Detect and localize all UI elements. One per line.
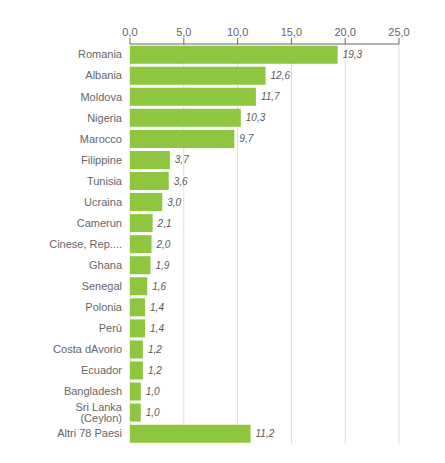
svg-text:Cinese, Rep....: Cinese, Rep.... [49,238,122,250]
svg-text:0,0: 0,0 [122,26,137,38]
svg-text:19,3: 19,3 [343,49,363,60]
svg-text:1,4: 1,4 [150,302,164,313]
svg-text:11,2: 11,2 [256,428,275,439]
svg-text:11,7: 11,7 [261,91,280,102]
svg-text:Polonia: Polonia [85,301,123,313]
svg-text:1,2: 1,2 [148,344,162,355]
svg-text:20,0: 20,0 [334,26,355,38]
svg-text:1,4: 1,4 [150,323,164,334]
svg-text:Filippine: Filippine [81,154,122,166]
svg-text:Perù: Perù [99,322,122,334]
svg-text:5,0: 5,0 [176,26,191,38]
svg-text:1,6: 1,6 [152,281,166,292]
svg-text:Romania: Romania [78,48,123,60]
svg-text:2,1: 2,1 [157,218,172,229]
svg-text:1,0: 1,0 [146,386,160,397]
svg-text:3,0: 3,0 [167,197,181,208]
svg-text:Marocco: Marocco [80,133,122,145]
svg-text:9,7: 9,7 [239,133,253,144]
svg-text:Camerun: Camerun [77,217,122,229]
svg-text:3,6: 3,6 [174,176,188,187]
svg-text:Ucraina: Ucraina [84,196,123,208]
svg-text:10,3: 10,3 [246,112,266,123]
svg-text:3,7: 3,7 [175,154,189,165]
svg-text:1,2: 1,2 [148,365,162,376]
svg-text:Senegal: Senegal [82,280,122,292]
svg-text:Bangladesh: Bangladesh [64,385,122,397]
svg-text:Altri 78 Paesi: Altri 78 Paesi [57,427,122,439]
svg-text:Albania: Albania [85,69,123,81]
svg-text:10,0: 10,0 [227,26,248,38]
svg-text:Costa dAvorio: Costa dAvorio [53,343,122,355]
svg-text:Sri Lanka(Ceylon): Sri Lanka(Ceylon) [76,401,123,424]
svg-text:Moldova: Moldova [80,91,122,103]
svg-text:25,0: 25,0 [388,26,409,38]
svg-text:1,9: 1,9 [155,260,169,271]
svg-text:2,0: 2,0 [156,239,171,250]
svg-text:15,0: 15,0 [281,26,302,38]
svg-text:1,0: 1,0 [146,407,160,418]
svg-text:Ecuador: Ecuador [81,364,122,376]
svg-text:12,6: 12,6 [271,70,291,81]
svg-text:Tunisia: Tunisia [87,175,123,187]
svg-text:Nigeria: Nigeria [87,112,123,124]
svg-text:Ghana: Ghana [89,259,123,271]
